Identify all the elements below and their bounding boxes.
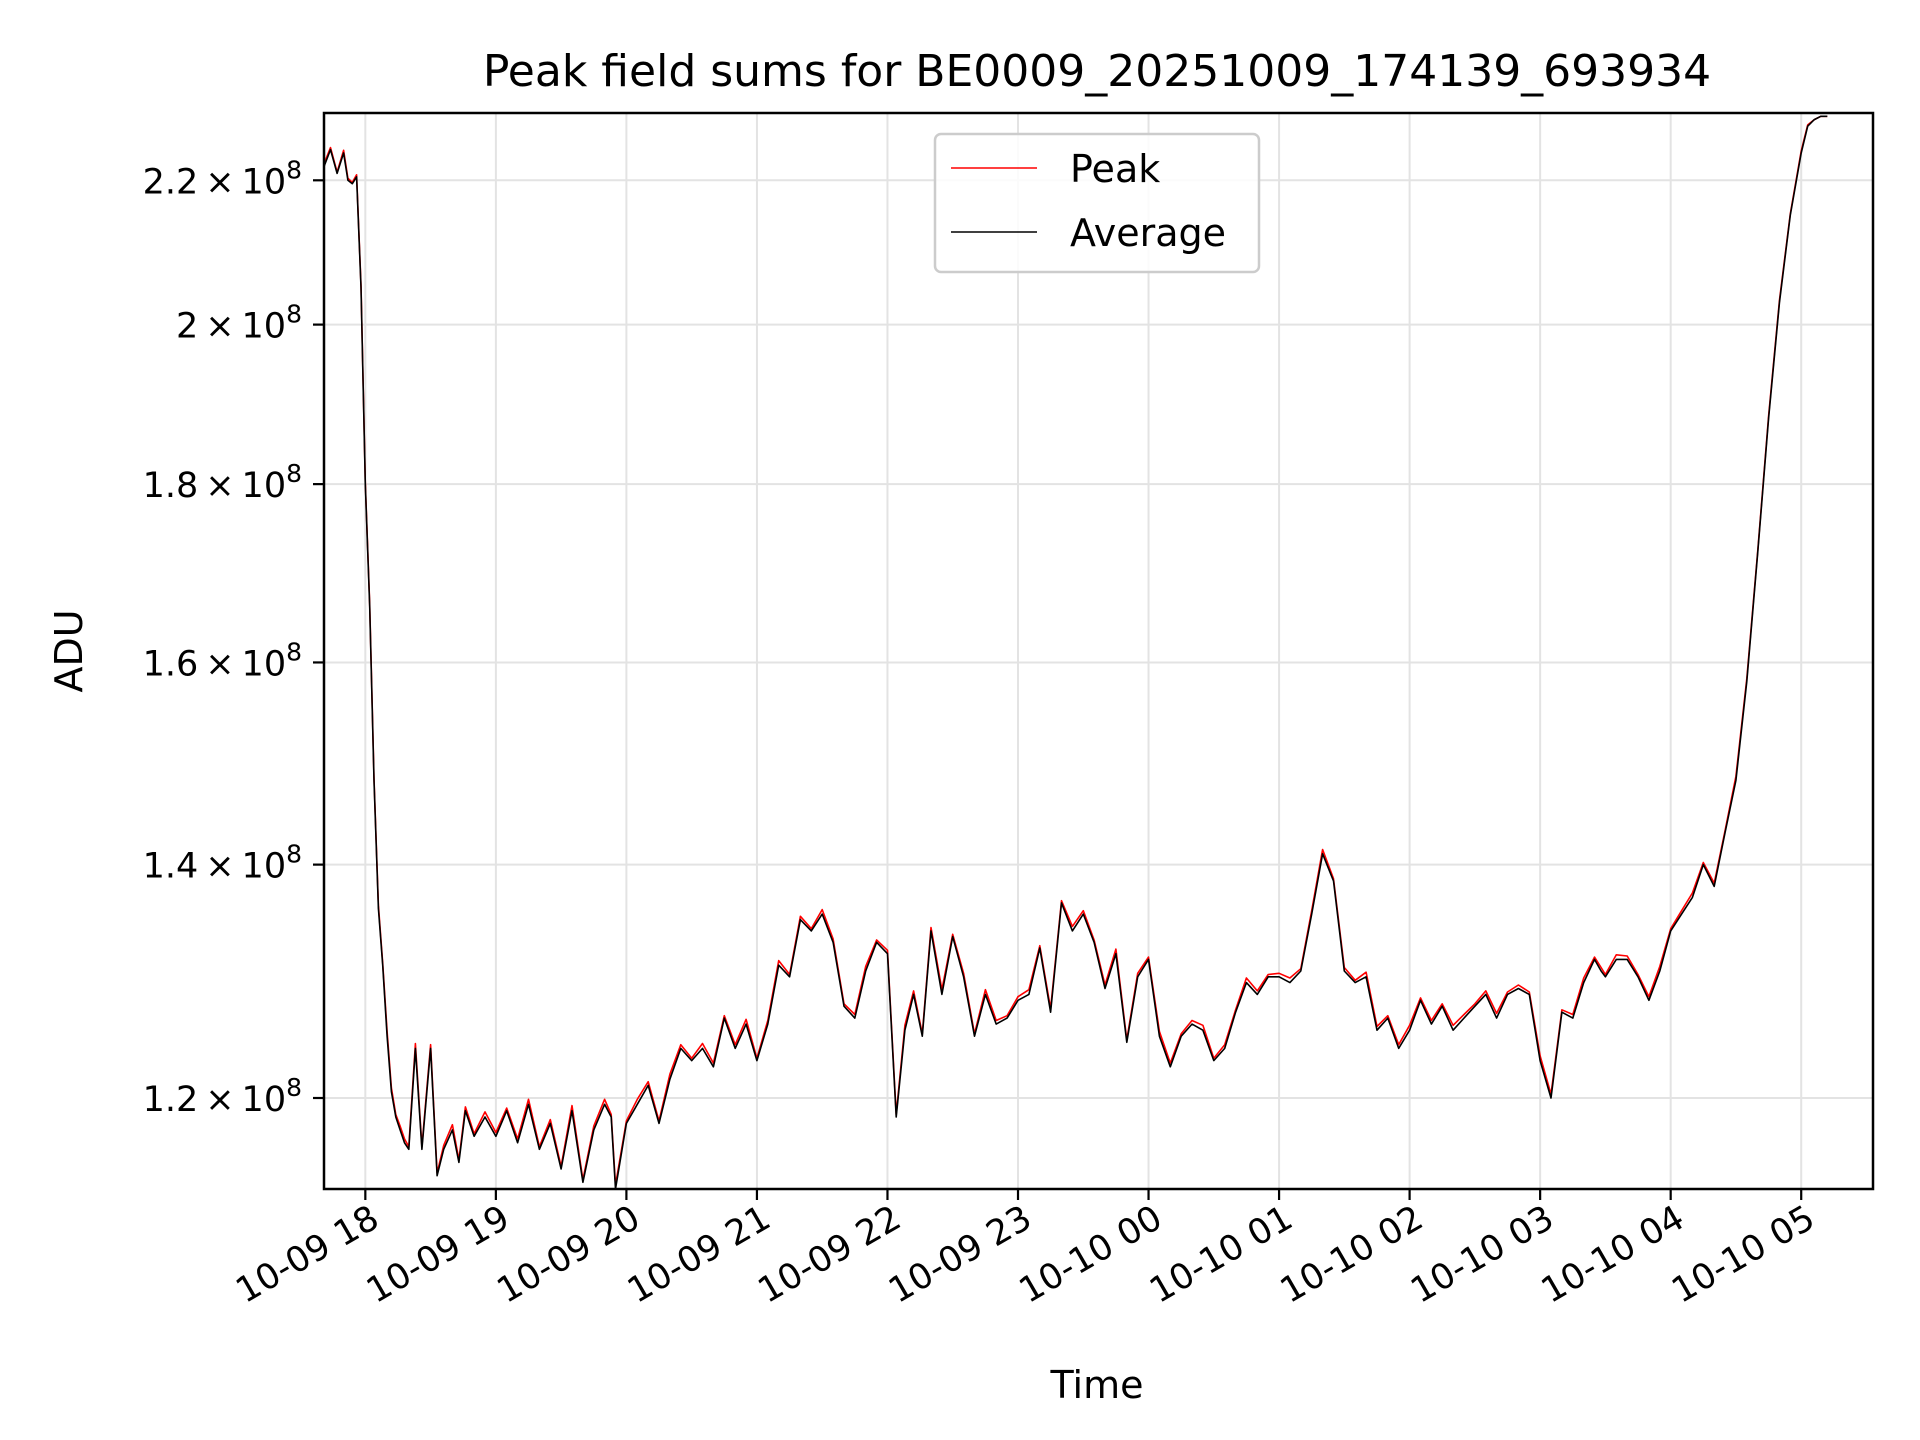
y-tick-label: 2 × 108: [176, 300, 302, 347]
chart-title: Peak field sums for BE0009_20251009_1741…: [483, 46, 1711, 97]
x-axis-label: Time: [1050, 1363, 1144, 1407]
y-tick-label: 2.2 × 108: [143, 155, 302, 202]
plot-frame: [322, 111, 1875, 1191]
y-axis-label: ADU: [47, 609, 91, 692]
y-tick-label: 1.4 × 108: [143, 840, 302, 887]
series-lines: [324, 115, 1828, 1189]
y-axis-ticks: 1.2 × 108 1.4 × 108 1.6 × 108 1.8 × 108 2 × …: [143, 155, 324, 1120]
y-tick-label: 1.2 × 108: [143, 1073, 302, 1120]
series-peak-line: [324, 115, 1828, 1186]
y-tick-label: 1.8 × 108: [143, 459, 302, 506]
grid-lines: [324, 113, 1873, 1189]
legend-peak-label: Peak: [1070, 147, 1160, 191]
legend: Peak Average: [933, 132, 1261, 274]
y-tick-label: 1.6 × 108: [143, 637, 302, 684]
series-average-line: [324, 115, 1828, 1189]
legend-average-label: Average: [1070, 211, 1226, 255]
